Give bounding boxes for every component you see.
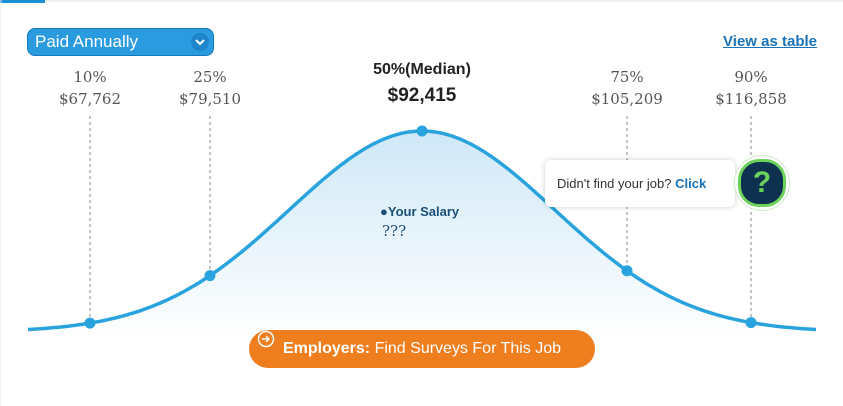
percentile-dot [84, 317, 96, 329]
percentile-dot [204, 270, 216, 282]
your-salary-value: ??? [382, 222, 407, 240]
your-salary-label: Your Salary [387, 204, 460, 219]
percentile: 90% $116,858 [691, 66, 811, 110]
percentile: 25% $79,510 [150, 66, 270, 110]
percentile-label: 75% [610, 68, 644, 86]
percentile-dot [745, 317, 757, 329]
tab-indicator [0, 0, 45, 3]
curve-area [28, 131, 818, 340]
percentile-value: $79,510 [178, 90, 242, 108]
pay-period-dropdown[interactable]: Paid Annually [27, 28, 214, 56]
percentile-value: $105,209 [591, 90, 663, 108]
percentile-value: $67,762 [58, 90, 122, 108]
percentile-value: $92,415 [387, 85, 457, 106]
percentile: 50%(Median) $92,415 [362, 59, 482, 111]
your-salary: ●Your Salary [380, 204, 460, 219]
dropdown-label: Paid Annually [35, 32, 139, 51]
percentile: 75% $105,209 [567, 66, 687, 110]
help-icon[interactable]: ? [734, 155, 790, 211]
help-link[interactable]: Click [675, 176, 707, 191]
percentile-dot [621, 265, 633, 277]
percentile-label: 25% [193, 68, 227, 86]
percentile-label: 10% [73, 68, 107, 86]
percentile-label: 50%(Median) [373, 61, 471, 78]
button-text: Find Surveys For This Job [374, 340, 562, 357]
chevron [191, 33, 209, 51]
percentile: 10% $67,762 [30, 66, 150, 110]
help-text: Didn't find your job? [557, 176, 672, 191]
help-icon-glyph: ? [738, 159, 786, 207]
help-box: Didn't find your job? Click [545, 160, 735, 207]
percentile-label: 90% [734, 68, 768, 86]
employers-button[interactable]: Employers: Find Surveys For This Job [249, 330, 595, 368]
percentile-value: $116,858 [715, 90, 787, 108]
button-bold: Employers: [282, 340, 371, 357]
view-table-link[interactable]: View as table [723, 33, 817, 50]
button-arrow [257, 330, 275, 348]
percentile-dot [416, 125, 428, 137]
